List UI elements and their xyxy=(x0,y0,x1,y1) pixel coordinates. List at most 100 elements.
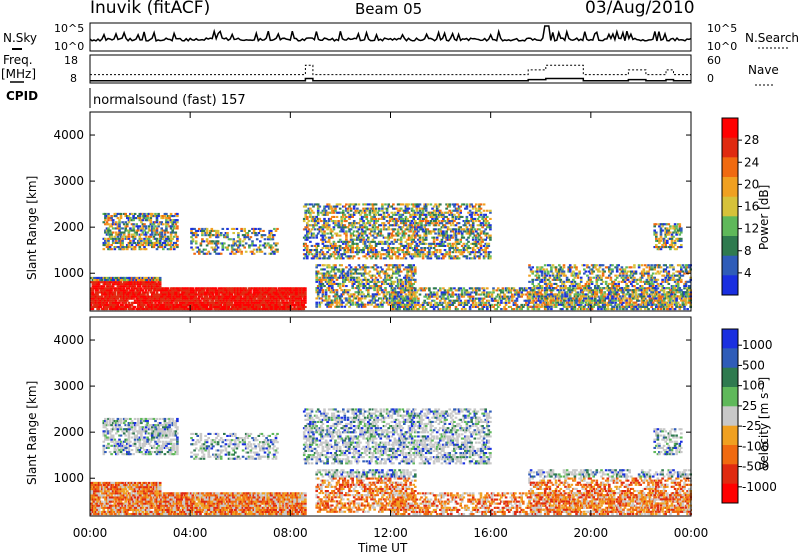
echo-cell xyxy=(451,291,455,294)
echo-cell xyxy=(126,223,129,226)
echo-cell xyxy=(196,305,199,308)
echo-cell xyxy=(247,303,251,306)
freq-right-tick-top: 60 xyxy=(707,54,721,67)
echo-cell xyxy=(119,241,123,244)
echo-cell xyxy=(360,280,364,283)
echo-cell xyxy=(404,217,408,220)
echo-cell xyxy=(229,301,232,304)
echo-cell xyxy=(367,266,370,269)
echo-cell xyxy=(373,293,376,296)
echo-cell xyxy=(371,205,375,208)
echo-cell xyxy=(210,246,214,249)
echo-cell xyxy=(351,295,354,298)
echo-cell xyxy=(288,297,292,300)
echo-cell xyxy=(182,303,185,306)
echo-cell xyxy=(232,299,235,302)
echo-cell xyxy=(321,251,325,254)
echo-cell xyxy=(476,213,480,216)
echo-cell xyxy=(288,287,292,290)
echo-cell xyxy=(381,268,384,271)
echo-cell xyxy=(158,279,162,282)
echo-cell xyxy=(387,226,390,229)
echo-cell xyxy=(146,244,149,247)
echo-cell xyxy=(129,212,132,215)
echo-cell xyxy=(429,211,433,214)
echo-cell xyxy=(392,253,395,256)
echo-cell xyxy=(301,305,304,308)
echo-cell xyxy=(254,303,257,306)
echo-cell xyxy=(384,276,387,279)
echo-cell xyxy=(345,234,348,237)
echo-cell xyxy=(211,305,215,308)
echo-cell xyxy=(205,252,209,255)
echo-cell xyxy=(356,230,359,233)
echo-cell xyxy=(368,270,372,273)
echo-cell xyxy=(191,238,195,241)
echo-cell xyxy=(151,212,154,215)
echo-cell xyxy=(94,301,98,304)
echo-cell xyxy=(326,257,329,260)
echo-cell xyxy=(272,301,276,304)
echo-cell xyxy=(363,272,367,275)
echo-cell xyxy=(315,274,318,277)
echo-cell xyxy=(268,301,271,304)
echo-cell xyxy=(418,293,422,296)
echo-cell xyxy=(326,303,329,306)
echo-cell xyxy=(261,299,265,302)
echo-cell xyxy=(155,285,159,288)
echo-cell xyxy=(359,268,362,271)
echo-cell xyxy=(271,299,274,302)
echo-cell xyxy=(473,228,477,231)
echo-cell xyxy=(301,299,304,302)
echo-cell xyxy=(115,276,118,279)
echo-cell xyxy=(320,230,323,233)
echo-cell xyxy=(143,233,146,236)
echo-cell xyxy=(456,308,459,311)
echo-cell xyxy=(417,244,420,247)
echo-cell xyxy=(306,244,309,247)
echo-cell xyxy=(119,281,123,284)
echo-cell xyxy=(140,239,143,242)
echo-cell xyxy=(362,215,365,218)
echo-cell xyxy=(102,248,106,251)
echo-cell xyxy=(130,248,134,251)
echo-cell xyxy=(174,303,177,306)
echo-cell xyxy=(360,234,364,237)
echo-cell xyxy=(432,291,436,294)
echo-cell xyxy=(197,293,201,296)
echo-cell xyxy=(147,308,151,311)
echo-cell xyxy=(410,242,414,245)
echo-cell xyxy=(442,305,445,308)
echo-cell xyxy=(119,283,123,286)
echo-cell xyxy=(323,278,326,281)
echo-cell xyxy=(356,295,359,298)
echo-cell xyxy=(180,291,184,294)
echo-cell xyxy=(243,229,246,232)
echo-cell xyxy=(105,287,109,290)
echo-cell xyxy=(320,278,323,281)
echo-cell xyxy=(482,249,486,252)
echo-cell xyxy=(382,293,386,296)
echo-cell xyxy=(446,293,450,296)
echo-cell xyxy=(147,303,151,306)
echo-cell xyxy=(376,278,379,281)
echo-cell xyxy=(124,308,127,311)
echo-cell xyxy=(334,242,337,245)
echo-cell xyxy=(230,301,234,304)
echo-cell xyxy=(443,289,447,292)
echo-cell xyxy=(277,287,281,290)
echo-cell xyxy=(351,257,354,260)
echo-cell xyxy=(388,282,392,285)
echo-cell xyxy=(412,264,415,267)
echo-cell xyxy=(205,303,209,306)
echo-cell xyxy=(188,287,191,290)
echo-cell xyxy=(414,244,417,247)
echo-cell xyxy=(199,308,202,311)
echo-cell xyxy=(401,234,405,237)
echo-cell xyxy=(173,227,176,230)
echo-cell xyxy=(395,270,398,273)
echo-cell xyxy=(252,232,256,235)
echo-cell xyxy=(163,246,167,249)
echo-cell xyxy=(299,287,302,290)
echo-cell xyxy=(152,305,156,308)
